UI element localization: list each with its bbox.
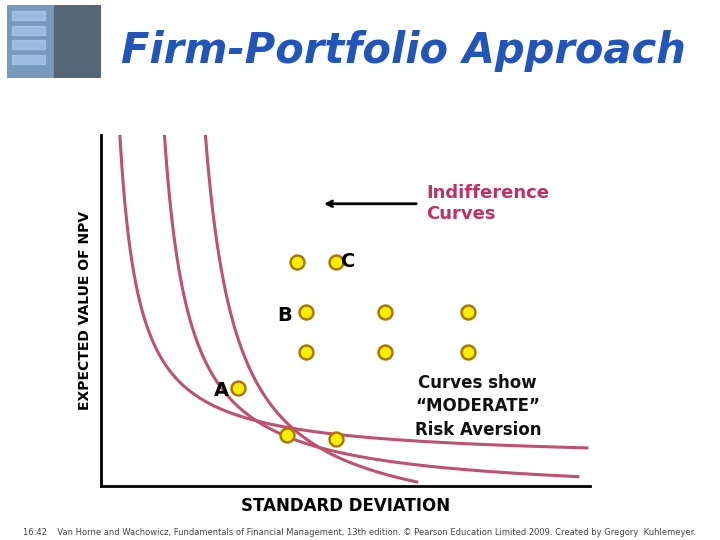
Point bbox=[462, 308, 474, 316]
Point bbox=[232, 384, 243, 393]
Point bbox=[330, 435, 341, 443]
Bar bbox=[12, 40, 45, 49]
X-axis label: STANDARD DEVIATION: STANDARD DEVIATION bbox=[241, 497, 450, 515]
Point bbox=[301, 348, 312, 356]
Point bbox=[281, 431, 292, 440]
Text: 16:42    Van Horne and Wachowicz, Fundamentals of Financial Management, 13th edi: 16:42 Van Horne and Wachowicz, Fundament… bbox=[24, 528, 696, 537]
Point bbox=[330, 258, 341, 266]
Text: Curves show
“MODERATE”
Risk Aversion: Curves show “MODERATE” Risk Aversion bbox=[415, 374, 541, 439]
Text: Indifference
Curves: Indifference Curves bbox=[426, 184, 549, 223]
Point bbox=[379, 308, 390, 316]
Point bbox=[291, 258, 302, 266]
Bar bbox=[12, 55, 45, 64]
Point bbox=[462, 348, 474, 356]
Text: Firm-Portfolio Approach: Firm-Portfolio Approach bbox=[121, 30, 685, 72]
Bar bbox=[12, 26, 45, 35]
Point bbox=[301, 308, 312, 316]
Bar bbox=[54, 5, 101, 78]
Y-axis label: EXPECTED VALUE OF NPV: EXPECTED VALUE OF NPV bbox=[78, 211, 92, 410]
Point bbox=[379, 348, 390, 356]
Text: A: A bbox=[213, 381, 228, 400]
Text: B: B bbox=[277, 306, 292, 326]
Text: C: C bbox=[341, 252, 355, 271]
Bar bbox=[7, 5, 54, 78]
Bar bbox=[12, 11, 45, 20]
